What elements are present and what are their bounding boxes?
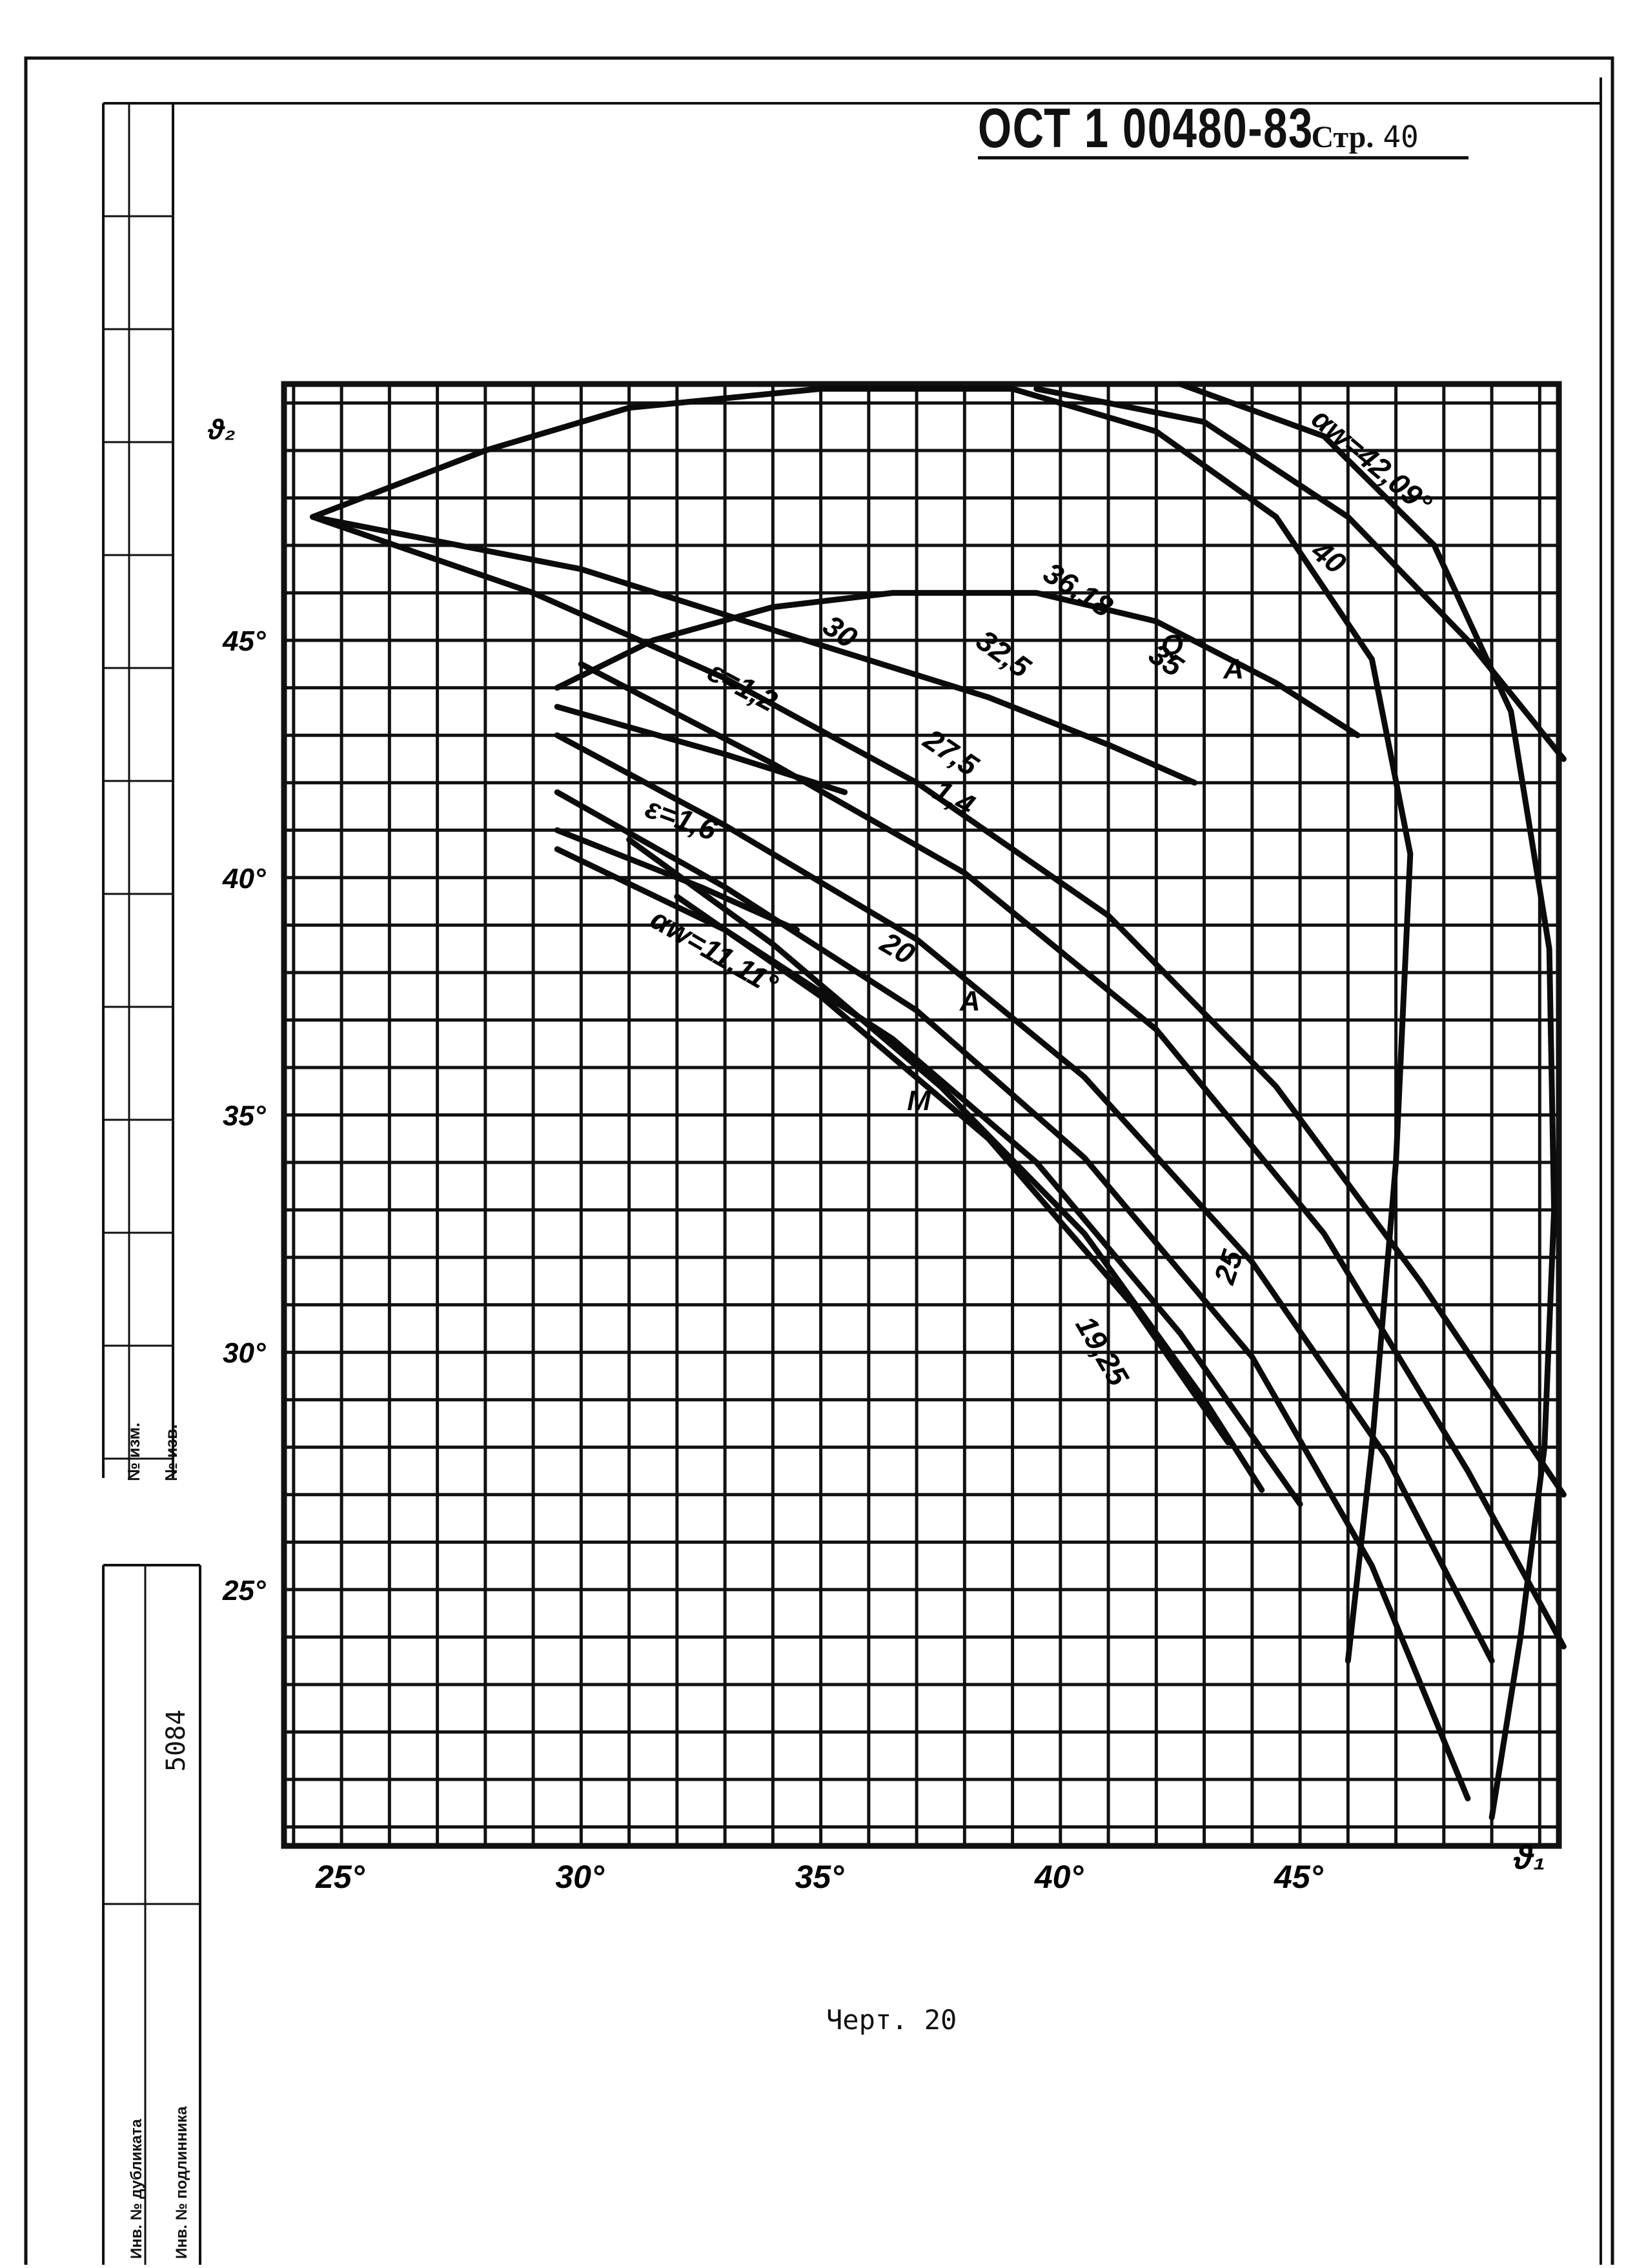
series-line-11 bbox=[554, 704, 848, 795]
point-label: A bbox=[959, 986, 980, 1017]
x-tick-label: 25° bbox=[315, 1859, 365, 1895]
y-tick-label: 35° bbox=[223, 1100, 266, 1132]
header-underline bbox=[978, 156, 1468, 159]
page-label: Стр. bbox=[1311, 120, 1374, 154]
curve-label: 36,18 bbox=[1038, 556, 1119, 623]
y-tick-label: 45° bbox=[222, 625, 266, 657]
curve-label: 27,5 bbox=[917, 722, 985, 784]
plot-border bbox=[281, 381, 1562, 1849]
page-number: 40 bbox=[1383, 119, 1419, 154]
x-axis-label: ϑ₁ bbox=[1513, 1839, 1545, 1876]
curve-label: 20 bbox=[875, 925, 921, 971]
series-line-0 bbox=[1177, 381, 1558, 1821]
y-tick-label: 40° bbox=[222, 863, 266, 895]
point-labels: Q A A M bbox=[907, 629, 1244, 1117]
x-tick-labels: 25° 30° 35° 40° 45° bbox=[315, 1859, 1324, 1895]
point-label: Q bbox=[1161, 629, 1183, 661]
series-line-2 bbox=[310, 385, 1414, 1664]
curve-label: 1,4 bbox=[928, 773, 980, 822]
curve-label: 32,5 bbox=[970, 623, 1037, 685]
curve-labels: αw=42,09°4036,183532,53027,5252019,25αw=… bbox=[641, 401, 1438, 1392]
y-tick-label: 25° bbox=[222, 1575, 266, 1606]
document-header: ОСТ 1 00480-83Стр. 40 bbox=[978, 97, 1419, 161]
series-line-1 bbox=[1033, 385, 1567, 762]
curve-label: ε=1,2 bbox=[703, 654, 783, 718]
series-line-12 bbox=[554, 827, 800, 933]
x-tick-label: 30° bbox=[555, 1859, 605, 1895]
x-tick-label: 35° bbox=[795, 1859, 845, 1895]
point-label: M bbox=[907, 1085, 931, 1117]
x-tick-label: 40° bbox=[1034, 1859, 1084, 1895]
series-line-13 bbox=[554, 590, 1361, 738]
series-line-9 bbox=[626, 836, 1265, 1493]
series-line-10 bbox=[674, 893, 1232, 1446]
outer-border bbox=[24, 56, 1614, 2268]
point-label: A bbox=[1223, 653, 1244, 685]
series-line-4 bbox=[310, 514, 1567, 1498]
series-line-8 bbox=[554, 846, 1303, 1507]
series-line-5 bbox=[578, 661, 1567, 1650]
series-line-6 bbox=[554, 732, 1495, 1664]
figure-caption: Черт. 20 bbox=[826, 2004, 957, 2036]
y-tick-labels: 25° 30° 35° 40° 45° bbox=[222, 625, 266, 1606]
y-tick-label: 30° bbox=[223, 1337, 266, 1369]
x-tick-label: 45° bbox=[1274, 1859, 1324, 1895]
series-line-7 bbox=[554, 789, 1471, 1801]
series-line-3 bbox=[310, 514, 1198, 786]
chart-curves bbox=[310, 381, 1567, 1821]
document-code: ОСТ 1 00480-83 bbox=[978, 97, 1314, 159]
y-axis-label: ϑ₂ bbox=[207, 414, 236, 445]
